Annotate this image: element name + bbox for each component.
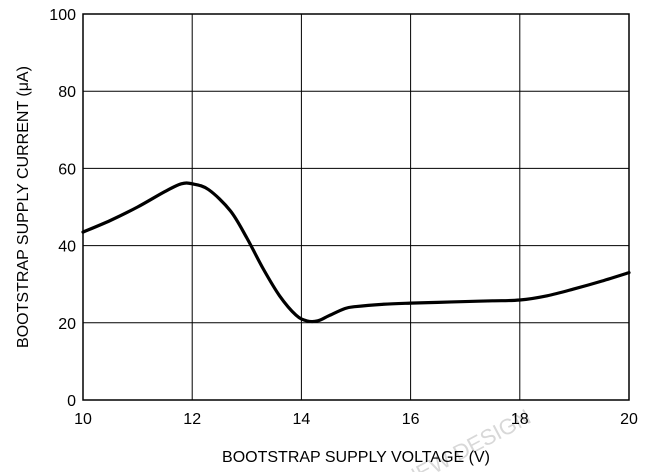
y-tick-label: 60 (58, 161, 76, 178)
y-axis-title: BOOTSTRAP SUPPLY CURRENT (μA) (15, 66, 32, 348)
y-tick-label: 100 (49, 7, 76, 24)
x-tick-label: 14 (293, 411, 311, 428)
y-tick-label: 0 (67, 393, 76, 410)
x-tick-label: 16 (402, 411, 420, 428)
series-line (81, 181, 631, 324)
x-tick-labels: 10 12 14 16 18 20 (74, 411, 638, 428)
x-tick-label: 10 (74, 411, 92, 428)
y-tick-label: 80 (58, 84, 76, 101)
x-axis-title: BOOTSTRAP SUPPLY VOLTAGE (V) (222, 449, 490, 466)
grid (82, 13, 630, 401)
y-tick-label: 40 (58, 239, 76, 256)
y-tick-labels: 0 20 40 60 80 100 (49, 7, 76, 410)
x-tick-label: 20 (620, 411, 638, 428)
plot-frame (82, 13, 630, 401)
x-tick-label: 18 (511, 411, 529, 428)
y-tick-label: 20 (58, 316, 76, 333)
x-tick-label: 12 (183, 411, 201, 428)
